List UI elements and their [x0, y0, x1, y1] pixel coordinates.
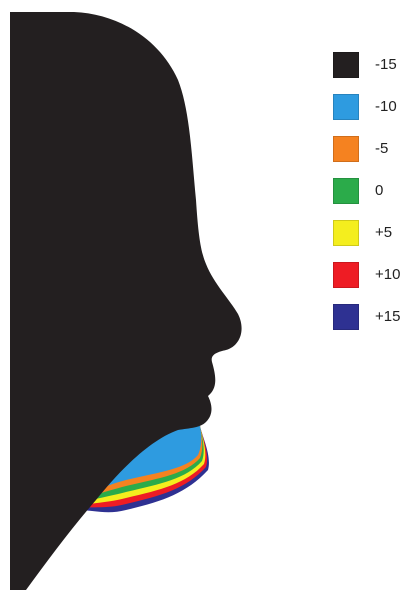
legend-swatch [333, 220, 359, 246]
legend-item: -10 [333, 94, 399, 122]
legend-label: +10 [375, 266, 401, 283]
legend-label: -10 [375, 98, 397, 115]
legend-swatch [333, 262, 359, 288]
legend-label: +5 [375, 224, 393, 241]
legend-swatch [333, 304, 359, 330]
legend-item: -15 [333, 52, 399, 80]
legend-item: +10 [333, 262, 401, 290]
legend-item: 0 [333, 178, 399, 206]
head-silhouette [10, 12, 242, 590]
legend-item: -5 [333, 136, 399, 164]
legend-label: -15 [375, 56, 397, 73]
contour-band-minus10 [58, 426, 202, 520]
legend-swatch [333, 136, 359, 162]
legend-item: +5 [333, 220, 399, 248]
legend-swatch [333, 94, 359, 120]
legend-label: +15 [375, 308, 401, 325]
legend-swatch [333, 178, 359, 204]
legend-label: 0 [375, 182, 384, 199]
legend-label: -5 [375, 140, 389, 157]
legend-item: +15 [333, 304, 401, 332]
legend-swatch [333, 52, 359, 78]
